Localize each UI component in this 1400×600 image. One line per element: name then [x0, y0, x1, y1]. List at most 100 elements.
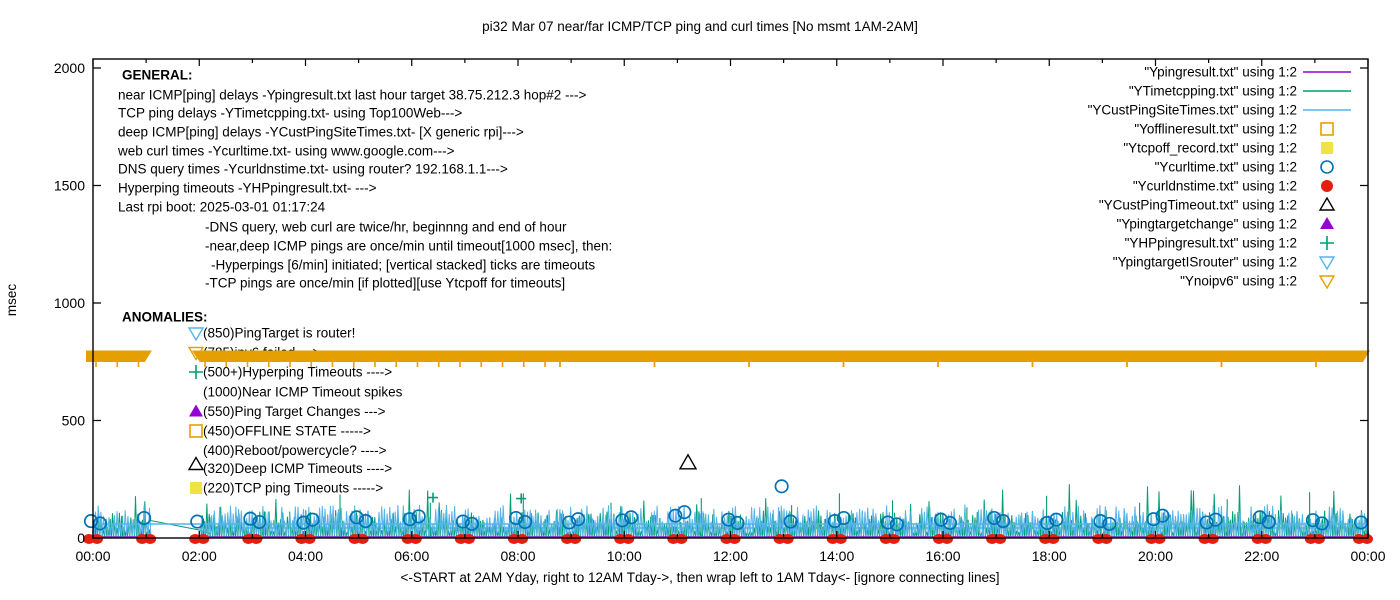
noipv6-band-tick	[116, 362, 119, 367]
curl-time-circle	[562, 515, 577, 530]
curl-time-circle	[996, 514, 1011, 529]
dns-dot	[675, 534, 688, 544]
noipv6-band-tick	[1220, 362, 1223, 367]
dns-dot	[409, 534, 422, 544]
curl-time-circle	[1155, 508, 1170, 523]
general-line: -TCP pings are once/min [if plotted][use…	[205, 276, 565, 291]
triangle-down-open-icon	[187, 327, 205, 342]
dns-dot	[1100, 534, 1113, 544]
noipv6-band-tick	[225, 362, 228, 367]
dns-dot	[1361, 534, 1373, 544]
y-tick-label: 1000	[54, 295, 85, 311]
square-open-icon	[1320, 122, 1334, 136]
general-line: Hyperping timeouts -YHPpingresult.txt- -…	[118, 181, 377, 196]
legend-label: "Ycurldnstime.txt" using 1:2	[1133, 179, 1297, 194]
circle-open-icon	[1320, 160, 1334, 174]
curl-time-circle	[1102, 516, 1117, 531]
anomaly-line: (1000)Near ICMP Timeout spikes	[203, 385, 403, 400]
curl-time-circle	[243, 511, 258, 526]
curl-time-circle	[987, 510, 1002, 526]
noipv6-band-tick	[544, 362, 546, 367]
curl-time-circle	[571, 512, 586, 527]
noipv6-band-tick	[522, 362, 525, 367]
general-line: -DNS query, web curl are twice/hr, begin…	[205, 220, 567, 235]
dns-dot	[91, 534, 103, 544]
y-tick-label: 2000	[54, 60, 85, 76]
x-tick-label: 16:00	[925, 548, 960, 564]
curl-time-circle	[1146, 512, 1161, 527]
curl-time-circle	[1049, 512, 1064, 527]
dns-dot	[462, 534, 475, 544]
x-tick-label: 20:00	[1138, 548, 1173, 564]
general-line: Last rpi boot: 2025-03-01 01:17:24	[118, 200, 326, 215]
triangle-down-open-icon	[1318, 256, 1336, 271]
anomaly-line: (850)PingTarget is router!	[203, 326, 355, 341]
noipv6-band-tick	[1031, 362, 1034, 367]
x-tick-label: 22:00	[1244, 548, 1279, 564]
x-tick-label: 10:00	[607, 548, 642, 564]
y-tick-label: 1500	[54, 178, 85, 194]
dns-dot	[887, 534, 900, 544]
noipv6-band-tick	[748, 362, 750, 367]
curl-time-circle	[252, 514, 267, 530]
curl-time-circle	[836, 510, 851, 526]
dns-dot	[1206, 534, 1219, 544]
curl-time-circle	[92, 516, 108, 531]
dns-dot	[516, 534, 528, 544]
noipv6-band-tick	[204, 362, 206, 367]
general-line: near ICMP[ping] delays -Ypingresult.txt …	[118, 88, 587, 103]
plus-icon	[516, 493, 527, 504]
curl-time-circle	[1261, 514, 1276, 530]
curl-time-circle	[1305, 513, 1320, 528]
square-filled-icon	[190, 482, 202, 494]
x-tick-label: 06:00	[394, 548, 429, 564]
curl-time-circle	[1199, 515, 1214, 530]
noipv6-band-tick	[480, 362, 483, 367]
noipv6-band-tick	[1126, 362, 1128, 367]
legend-label: "Yofflineresult.txt" using 1:2	[1134, 122, 1297, 137]
noipv6-band-tick	[267, 362, 270, 367]
x-tick-label: 12:00	[713, 548, 748, 564]
chart-title: pi32 Mar 07 near/far ICMP/TCP ping and c…	[482, 19, 918, 34]
curl-time-circle	[455, 514, 470, 529]
curl-time-circle	[624, 510, 639, 525]
plus-icon	[1320, 236, 1334, 250]
noipv6-band-tick	[374, 362, 376, 367]
triangle-down-open-icon	[1318, 275, 1336, 290]
legend-label: "Ypingresult.txt" using 1:2	[1144, 65, 1297, 80]
curl-time-circle	[358, 514, 373, 529]
curl-time-circle	[402, 512, 417, 527]
curl-time-circle	[411, 509, 426, 524]
dns-dot	[1047, 534, 1060, 544]
dns-dot	[1153, 534, 1166, 544]
noipv6-band-tick	[310, 362, 313, 367]
noipv6-band-tick	[1315, 362, 1317, 367]
curl-time-circle	[137, 510, 152, 526]
dns-dot	[781, 534, 794, 544]
dns-dot	[144, 534, 157, 544]
dns-dot	[303, 534, 316, 544]
dns-dot	[250, 534, 263, 544]
axis-ticks	[92, 59, 1369, 539]
curl-time-circle	[615, 513, 630, 528]
curl-time-circle	[668, 508, 683, 523]
triangle-up-filled-icon	[1320, 217, 1334, 229]
dns-dot	[728, 534, 741, 544]
x-tick-label: 08:00	[500, 548, 535, 564]
curl-time-circle	[190, 514, 205, 529]
noipv6-band-tick	[559, 362, 561, 367]
curl-time-circle	[774, 479, 789, 494]
x-tick-label: 04:00	[288, 548, 323, 564]
x-tick-label: 18:00	[1032, 548, 1067, 564]
general-line: -near,deep ICMP pings are once/min until…	[205, 239, 612, 254]
anomaly-line: (400)Reboot/powercycle? ---->	[203, 443, 387, 458]
general-header: GENERAL:	[122, 68, 193, 83]
noipv6-band-tick	[501, 362, 504, 367]
noipv6-band-tick	[459, 362, 461, 367]
dns-dot	[356, 534, 369, 544]
general-line: deep ICMP[ping] delays -YCustPingSiteTim…	[118, 125, 524, 140]
x-axis-label: <-START at 2AM Yday, right to 12AM Tday-…	[401, 570, 1000, 585]
curl-time-circle	[827, 514, 842, 529]
